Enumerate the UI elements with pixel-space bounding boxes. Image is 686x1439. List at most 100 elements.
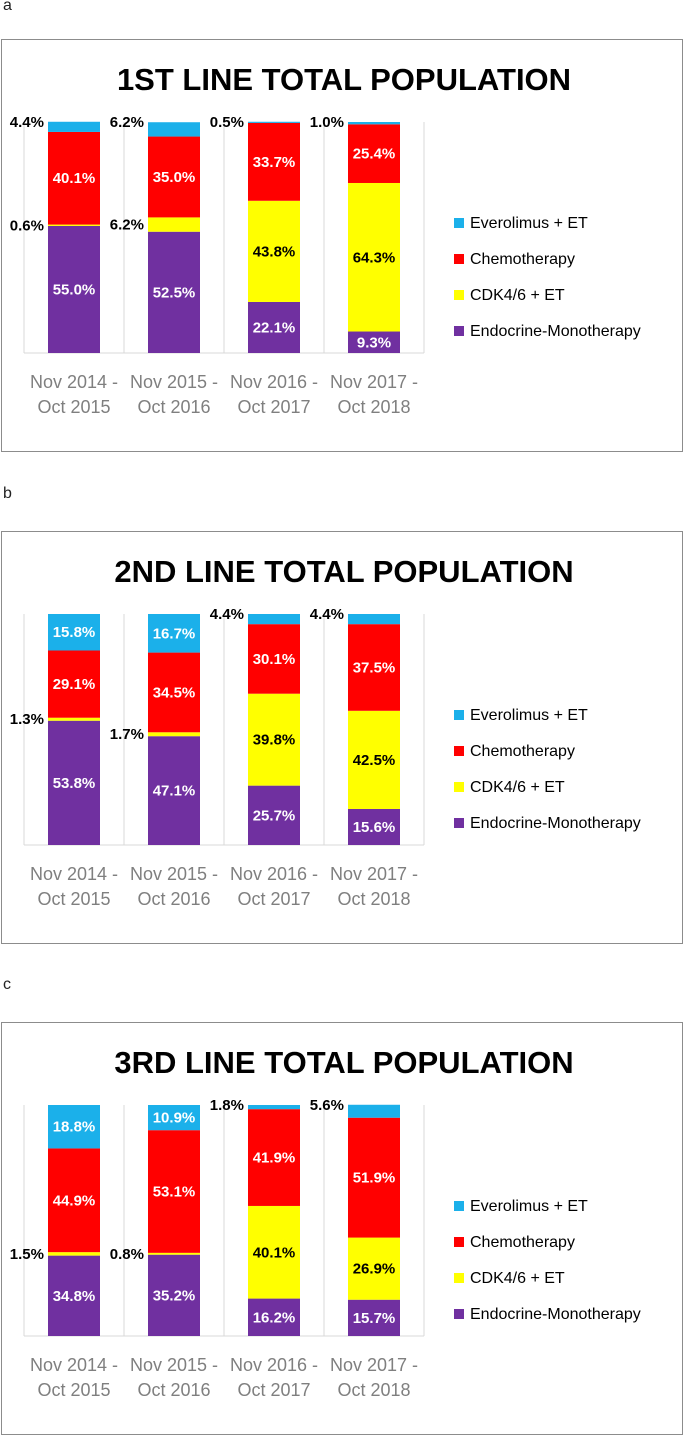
bar-segment-chemotherapy <box>48 1148 100 1253</box>
category-label: Oct 2015 <box>37 397 110 417</box>
bar-segment-cdk4-6-et <box>148 732 200 737</box>
data-label: 5.6% <box>310 1097 344 1114</box>
bar-segment-cdk4-6-et <box>148 1252 200 1255</box>
bar-segment-endocrine-monotherapy <box>348 1299 400 1336</box>
bar-segment-cdk4-6-et <box>248 200 300 302</box>
legend-label: Everolimus + ET <box>470 1198 588 1215</box>
data-label: 53.8% <box>53 775 96 792</box>
data-label: 30.1% <box>253 651 296 668</box>
data-label: 6.2% <box>110 114 144 131</box>
data-label: 22.1% <box>253 319 296 336</box>
bar-segment-endocrine-monotherapy <box>248 1298 300 1336</box>
bar-segment-everolimus-et <box>248 614 300 625</box>
legend-swatch <box>454 254 464 264</box>
data-label: 37.5% <box>353 659 396 676</box>
bar-segment-everolimus-et <box>248 121 300 123</box>
panel-label-a: a <box>3 0 12 14</box>
bar-segment-endocrine-monotherapy <box>348 808 400 845</box>
category-label: Nov 2017 - <box>330 372 418 392</box>
category-label: Nov 2014 - <box>30 1355 118 1375</box>
category-label: Oct 2017 <box>237 1380 310 1400</box>
category-label: Oct 2018 <box>337 889 410 909</box>
data-label: 40.1% <box>253 1244 296 1261</box>
bar-segment-endocrine-monotherapy <box>148 1254 200 1336</box>
category-label: Oct 2016 <box>137 397 210 417</box>
data-label: 43.8% <box>253 243 296 260</box>
data-label: 42.5% <box>353 752 396 769</box>
legend-label: Chemotherapy <box>470 251 575 268</box>
bar-segment-cdk4-6-et <box>148 217 200 232</box>
data-label: 64.3% <box>353 249 396 266</box>
legend-swatch <box>454 218 464 228</box>
legend-swatch <box>454 1237 464 1247</box>
bar-segment-endocrine-monotherapy <box>248 785 300 845</box>
data-label: 44.9% <box>53 1192 96 1209</box>
chart-panel-3rd-line: 3RD LINE TOTAL POPULATION 34.8% 1.5% 44.9% 1… <box>1 1022 683 1435</box>
chart-title: 2ND LINE TOTAL POPULATION <box>114 554 573 589</box>
data-label: 39.8% <box>253 732 296 749</box>
bar-segment-chemotherapy <box>348 1117 400 1238</box>
bar-segment-chemotherapy <box>248 624 300 694</box>
bar-segment-cdk4-6-et <box>248 693 300 786</box>
category-label: Nov 2017 - <box>330 864 418 884</box>
bar-segment-chemotherapy <box>148 1130 200 1253</box>
data-label: 40.1% <box>53 170 96 187</box>
category-label: Oct 2015 <box>37 889 110 909</box>
category-label: Nov 2016 - <box>230 1355 318 1375</box>
data-label: 1.3% <box>10 711 44 728</box>
data-label: 51.9% <box>353 1170 396 1187</box>
chart-panel-1st-line: 1ST LINE TOTAL POPULATION 55.0% 0.6% 40.1% 4… <box>1 39 683 452</box>
data-label: 25.4% <box>353 146 396 163</box>
data-label: 15.8% <box>53 624 96 641</box>
data-label: 53.1% <box>153 1184 196 1201</box>
chart-title: 3RD LINE TOTAL POPULATION <box>114 1045 573 1080</box>
bar-segment-chemotherapy <box>348 624 400 711</box>
data-label: 1.5% <box>10 1246 44 1263</box>
bar-segment-cdk4-6-et <box>348 182 400 332</box>
data-label: 35.2% <box>153 1287 196 1304</box>
bar-segment-everolimus-et <box>248 1105 300 1110</box>
data-label: 26.9% <box>353 1261 396 1278</box>
data-label: 6.2% <box>110 217 144 234</box>
category-label: Nov 2017 - <box>330 1355 418 1375</box>
legend-label: Endocrine-Monotherapy <box>470 323 641 340</box>
bar-segment-endocrine-monotherapy <box>148 736 200 845</box>
data-label: 4.4% <box>310 606 344 623</box>
legend-label: CDK4/6 + ET <box>470 779 565 796</box>
chart-title: 1ST LINE TOTAL POPULATION <box>117 62 571 97</box>
data-label: 4.4% <box>210 606 244 623</box>
legend-label: Everolimus + ET <box>470 215 588 232</box>
panel-label-b: b <box>3 485 12 502</box>
bar-segment-everolimus-et <box>48 1105 100 1149</box>
category-label: Nov 2015 - <box>130 372 218 392</box>
data-label: 9.3% <box>357 334 391 351</box>
bar-segment-everolimus-et <box>48 121 100 132</box>
bar-segment-chemotherapy <box>248 122 300 201</box>
bar-segment-everolimus-et <box>48 614 100 651</box>
category-label: Nov 2014 - <box>30 372 118 392</box>
legend-label: Endocrine-Monotherapy <box>470 1306 641 1323</box>
category-label: Oct 2015 <box>37 1380 110 1400</box>
legend-label: Chemotherapy <box>470 743 575 760</box>
data-label: 52.5% <box>153 284 196 301</box>
bar-segment-everolimus-et <box>348 122 400 125</box>
bar-segment-everolimus-et <box>148 1105 200 1131</box>
category-label: Oct 2017 <box>237 397 310 417</box>
data-label: 0.5% <box>210 114 244 131</box>
data-label: 1.0% <box>310 114 344 131</box>
category-label: Oct 2016 <box>137 1380 210 1400</box>
legend-swatch <box>454 326 464 336</box>
data-label: 25.7% <box>253 807 296 824</box>
bar-segment-endocrine-monotherapy <box>48 720 100 845</box>
stacked-bar-chart: 2ND LINE TOTAL POPULATION 53.8% 1.3% 29.1% 1… <box>10 554 641 909</box>
stacked-bar-chart: 1ST LINE TOTAL POPULATION 55.0% 0.6% 40.1% 4… <box>10 62 641 417</box>
bar-segment-cdk4-6-et <box>48 224 100 226</box>
bar-segment-endocrine-monotherapy <box>48 1255 100 1336</box>
category-label: Oct 2017 <box>237 889 310 909</box>
legend-swatch <box>454 1201 464 1211</box>
data-label: 34.8% <box>53 1288 96 1305</box>
bar-segment-chemotherapy <box>248 1109 300 1206</box>
data-label: 1.8% <box>210 1097 244 1114</box>
legend-label: CDK4/6 + ET <box>470 287 565 304</box>
data-label: 33.7% <box>253 154 296 171</box>
